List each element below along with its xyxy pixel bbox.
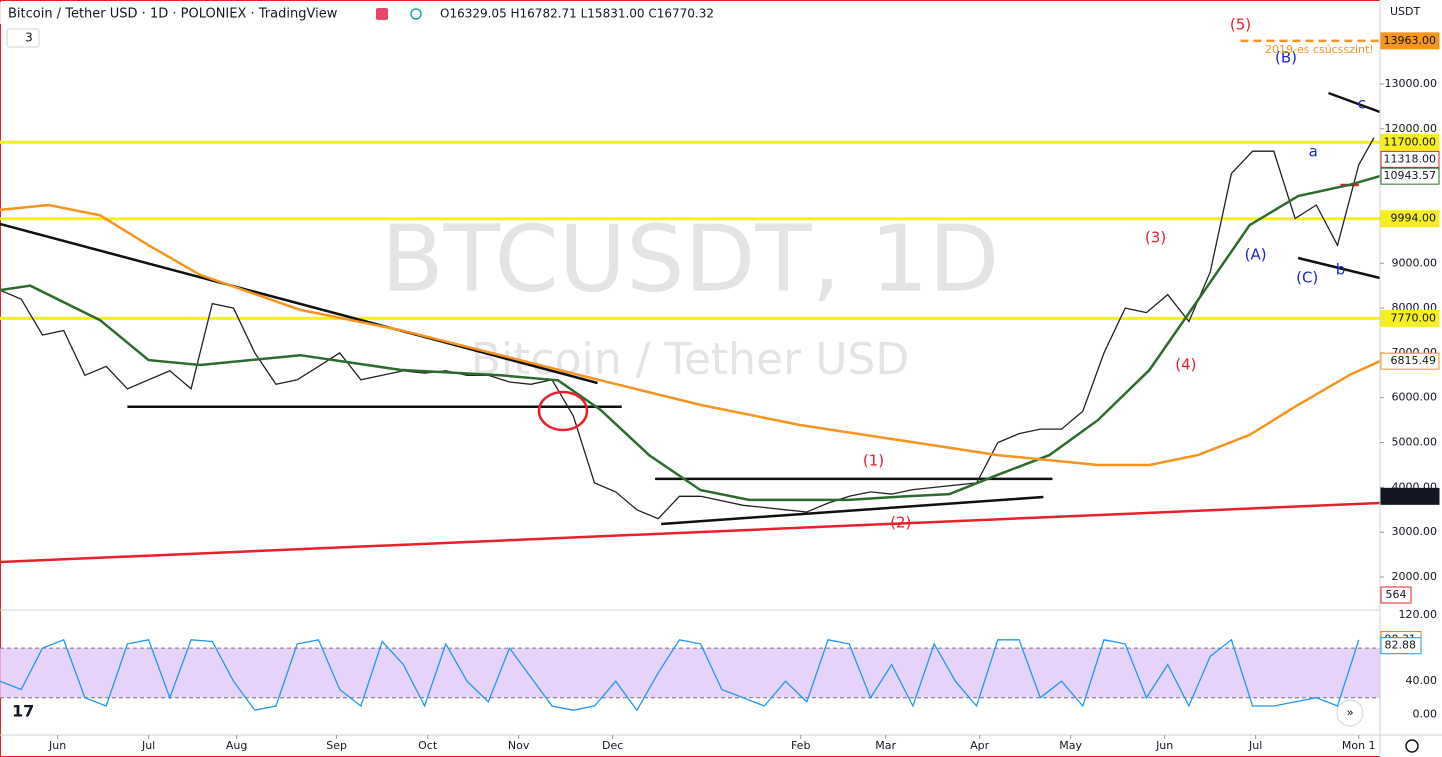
price-badge <box>1380 167 1440 185</box>
price-badge-label: 3800.00 <box>1391 489 1437 502</box>
trend-line <box>1328 91 1381 114</box>
y-tick-label: 6000.00 <box>1392 391 1438 404</box>
moving-average <box>0 203 1381 467</box>
x-tick-label: Feb <box>791 739 810 752</box>
wave-label: (C) <box>1296 268 1318 286</box>
y-tick-label: 13000.00 <box>1385 77 1438 90</box>
status-icon <box>410 8 422 20</box>
y-tick-label: 2000.00 <box>1392 570 1438 583</box>
wave-label: a <box>1309 142 1318 160</box>
y-tick-label: 5000.00 <box>1392 436 1438 449</box>
osc-badge-label: 82.88 <box>1385 639 1417 652</box>
y-tick-label: 3000.00 <box>1392 525 1438 538</box>
scroll-icon: » <box>1346 706 1353 720</box>
wave-label: c <box>1358 94 1366 112</box>
price-badge-label: 7770.00 <box>1391 311 1437 324</box>
trend-line <box>0 501 1381 564</box>
indicator-count: 3 <box>25 31 33 45</box>
x-tick-label: Jun <box>48 739 66 752</box>
currency-label[interactable]: USDT <box>1390 5 1421 18</box>
trend-line <box>1297 256 1381 280</box>
x-tick-label: Mar <box>875 739 896 752</box>
price-line <box>0 137 1375 520</box>
price-badge <box>1380 210 1440 228</box>
wave-label: (A) <box>1245 245 1267 263</box>
price-badge <box>1380 309 1440 327</box>
price-badge <box>1380 133 1440 151</box>
header-ohlc: O16329.05 H16782.71 L15831.00 C16770.32 <box>440 7 714 21</box>
settings-icon[interactable] <box>1405 739 1419 753</box>
x-tick-label: Mon 1 <box>1342 739 1376 752</box>
x-tick-label: Oct <box>418 739 438 752</box>
price-badge <box>1380 487 1440 505</box>
volume-badge-bg <box>1380 586 1412 604</box>
header-bg <box>0 2 730 24</box>
osc-tick-label: 40.00 <box>1406 674 1438 687</box>
indicator-toggle[interactable] <box>6 28 40 48</box>
wave-label: 2019-es csúcsszint! <box>1265 43 1374 56</box>
price-axis-bg <box>1380 0 1442 757</box>
tv-logo[interactable]: 17 <box>12 702 34 721</box>
x-tick-label: May <box>1059 739 1082 752</box>
y-tick-label: 12000.00 <box>1385 122 1438 135</box>
watermark-name: Bitcoin / Tether USD <box>471 334 909 385</box>
wave-label: (3) <box>1145 228 1166 246</box>
price-badge <box>1380 150 1440 168</box>
watermark-symbol: BTCUSDT, 1D <box>381 205 1000 312</box>
x-tick-label: Sep <box>326 739 347 752</box>
x-tick-label: Nov <box>508 739 530 752</box>
moving-average <box>0 174 1381 502</box>
x-tick-label: Jul <box>1248 739 1262 752</box>
wave-label: (2) <box>890 514 911 532</box>
flag-icon[interactable] <box>376 8 388 20</box>
price-badge-label: 11318.00 <box>1384 152 1437 165</box>
volume-badge: 564 <box>1386 588 1407 601</box>
y-tick-label: 9000.00 <box>1392 256 1438 269</box>
wave-label: (1) <box>863 451 884 469</box>
wave-label: b <box>1336 260 1346 278</box>
price-badge-label: 9994.00 <box>1391 212 1437 225</box>
wave-label: (4) <box>1175 355 1196 373</box>
osc-tick-label: 0.00 <box>1413 707 1438 720</box>
highlight-circle <box>537 390 589 432</box>
osc-badge <box>1380 637 1422 655</box>
x-tick-label: Jul <box>141 739 155 752</box>
osc-line <box>0 638 1360 712</box>
trend-line <box>661 495 1044 526</box>
osc-tick-label: 120.00 <box>1399 608 1438 621</box>
wave-label: (B) <box>1275 48 1297 66</box>
x-tick-label: Aug <box>226 739 247 752</box>
price-badge-label: 6815.49 <box>1391 354 1437 367</box>
trend-line <box>0 222 598 385</box>
header-title: Bitcoin / Tether USD · 1D · POLONIEX · T… <box>8 7 338 22</box>
scroll-button[interactable] <box>1336 699 1364 727</box>
price-badge <box>1380 32 1440 50</box>
x-tick-label: Apr <box>970 739 990 752</box>
price-badge <box>1380 352 1440 370</box>
x-tick-label: Jun <box>1155 739 1173 752</box>
osc-band <box>0 648 1380 698</box>
price-badge-label: 10943.57 <box>1384 169 1437 182</box>
x-tick-label: Dec <box>602 739 623 752</box>
price-badge-label: 11700.00 <box>1384 135 1437 148</box>
price-badge-label: 13963.00 <box>1384 34 1437 47</box>
wave-label: (5) <box>1230 16 1251 34</box>
